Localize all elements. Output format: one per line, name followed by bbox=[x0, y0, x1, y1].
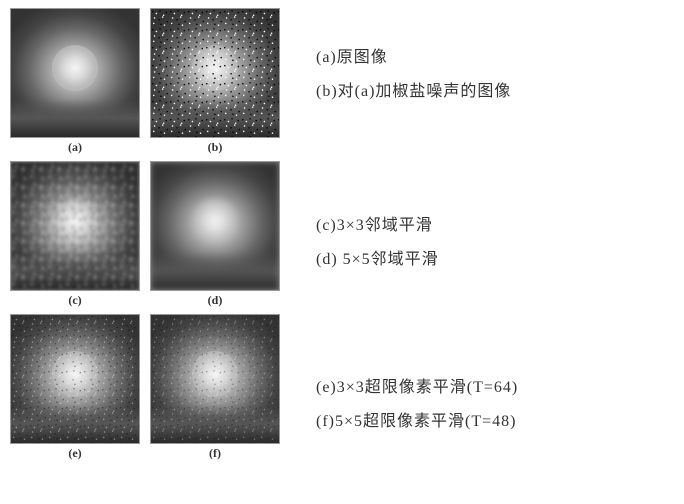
figure-container: (a) (b) (a)原图像 (b)对(a)加椒盐噪声的图像 (c) bbox=[0, 0, 684, 475]
image-block-e: (e) bbox=[10, 314, 140, 461]
image-label-d: (d) bbox=[208, 293, 223, 308]
image-d bbox=[150, 161, 280, 291]
image-c bbox=[10, 161, 140, 291]
image-f bbox=[150, 314, 280, 444]
captions-group-3: (e)3×3超限像素平滑(T=64) (f)5×5超限像素平滑(T=48) bbox=[316, 373, 518, 431]
row-1: (a) (b) (a)原图像 (b)对(a)加椒盐噪声的图像 bbox=[10, 8, 674, 155]
row-3: (e) (f) (e)3×3超限像素平滑(T=64) (f)5×5超限像素平滑(… bbox=[10, 314, 674, 461]
noise-overlay-icon bbox=[151, 9, 279, 137]
caption-e: (e)3×3超限像素平滑(T=64) bbox=[316, 373, 518, 397]
captions-group-2: (c)3×3邻域平滑 (d) 5×5邻域平滑 bbox=[316, 211, 439, 269]
noise-overlay-icon bbox=[11, 162, 139, 290]
caption-b: (b)对(a)加椒盐噪声的图像 bbox=[316, 77, 511, 101]
image-b bbox=[150, 8, 280, 138]
noise-overlay-icon bbox=[151, 315, 279, 443]
image-label-f: (f) bbox=[209, 446, 221, 461]
image-label-e: (e) bbox=[68, 446, 81, 461]
image-pair-ab: (a) (b) bbox=[10, 8, 280, 155]
image-e bbox=[10, 314, 140, 444]
image-block-a: (a) bbox=[10, 8, 140, 155]
row-2: (c) (d) (c)3×3邻域平滑 (d) 5×5邻域平滑 bbox=[10, 161, 674, 308]
image-block-d: (d) bbox=[150, 161, 280, 308]
caption-a: (a)原图像 bbox=[316, 43, 511, 67]
image-label-b: (b) bbox=[208, 140, 223, 155]
noise-overlay-icon bbox=[11, 315, 139, 443]
image-pair-cd: (c) (d) bbox=[10, 161, 280, 308]
image-block-f: (f) bbox=[150, 314, 280, 461]
captions-group-1: (a)原图像 (b)对(a)加椒盐噪声的图像 bbox=[316, 43, 511, 101]
image-block-c: (c) bbox=[10, 161, 140, 308]
image-pair-ef: (e) (f) bbox=[10, 314, 280, 461]
image-label-c: (c) bbox=[68, 293, 81, 308]
image-a bbox=[10, 8, 140, 138]
rose-icon bbox=[11, 9, 139, 137]
caption-f: (f)5×5超限像素平滑(T=48) bbox=[316, 407, 518, 431]
caption-c: (c)3×3邻域平滑 bbox=[316, 211, 439, 235]
image-block-b: (b) bbox=[150, 8, 280, 155]
rose-icon bbox=[151, 162, 279, 290]
caption-d: (d) 5×5邻域平滑 bbox=[316, 245, 439, 269]
image-label-a: (a) bbox=[68, 140, 82, 155]
